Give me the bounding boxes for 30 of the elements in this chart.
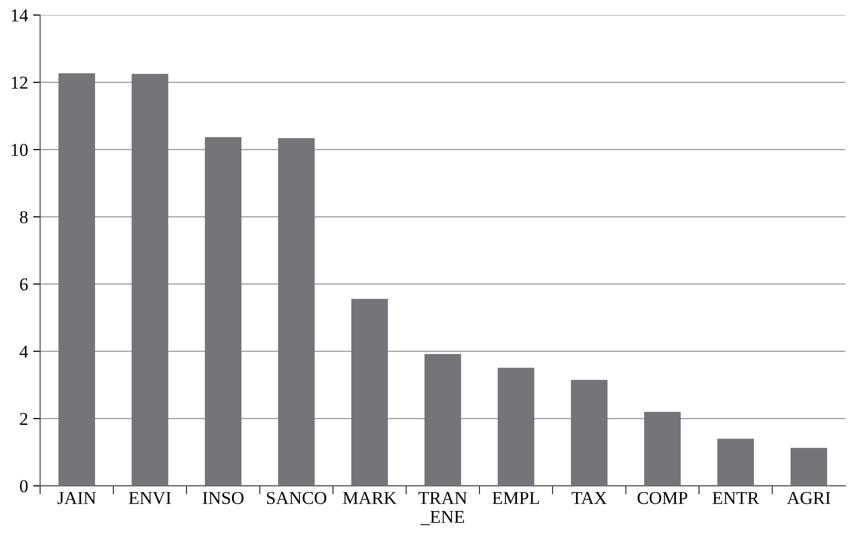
x-tick-label: MARK — [343, 492, 396, 504]
x-tick-label: TAX — [572, 492, 607, 504]
y-tick-label: 12 — [12, 76, 28, 89]
x-tick-label: JAIN — [58, 492, 96, 504]
bar — [58, 73, 96, 486]
y-tick-label: 10 — [12, 144, 28, 156]
bar — [204, 137, 242, 486]
x-tick-label: SANCO — [266, 492, 326, 504]
x-tick-label: AGRI — [786, 492, 830, 504]
bar — [278, 138, 315, 486]
y-tick-label: 0 — [20, 480, 28, 492]
bar — [570, 380, 608, 486]
x-tick-label: EMPL — [492, 492, 540, 504]
x-tick-label: COMP — [638, 492, 688, 504]
bar — [790, 448, 828, 486]
x-tick-label: INSO — [202, 492, 244, 504]
bar — [132, 74, 168, 486]
x-tick-label: TRAN _ENE — [418, 492, 467, 526]
y-tick-label: 4 — [20, 346, 28, 358]
x-tick-label: ENVI — [128, 492, 171, 504]
bar — [498, 368, 534, 486]
bar — [644, 412, 681, 486]
y-tick-label: 8 — [20, 211, 28, 224]
y-tick-label: 14 — [12, 9, 28, 22]
y-tick-label: 6 — [20, 278, 28, 291]
bar — [424, 354, 462, 486]
bar — [717, 438, 754, 486]
y-tick-label: 2 — [20, 412, 28, 425]
x-tick-label: ENTR — [712, 492, 760, 504]
bar — [351, 298, 388, 486]
